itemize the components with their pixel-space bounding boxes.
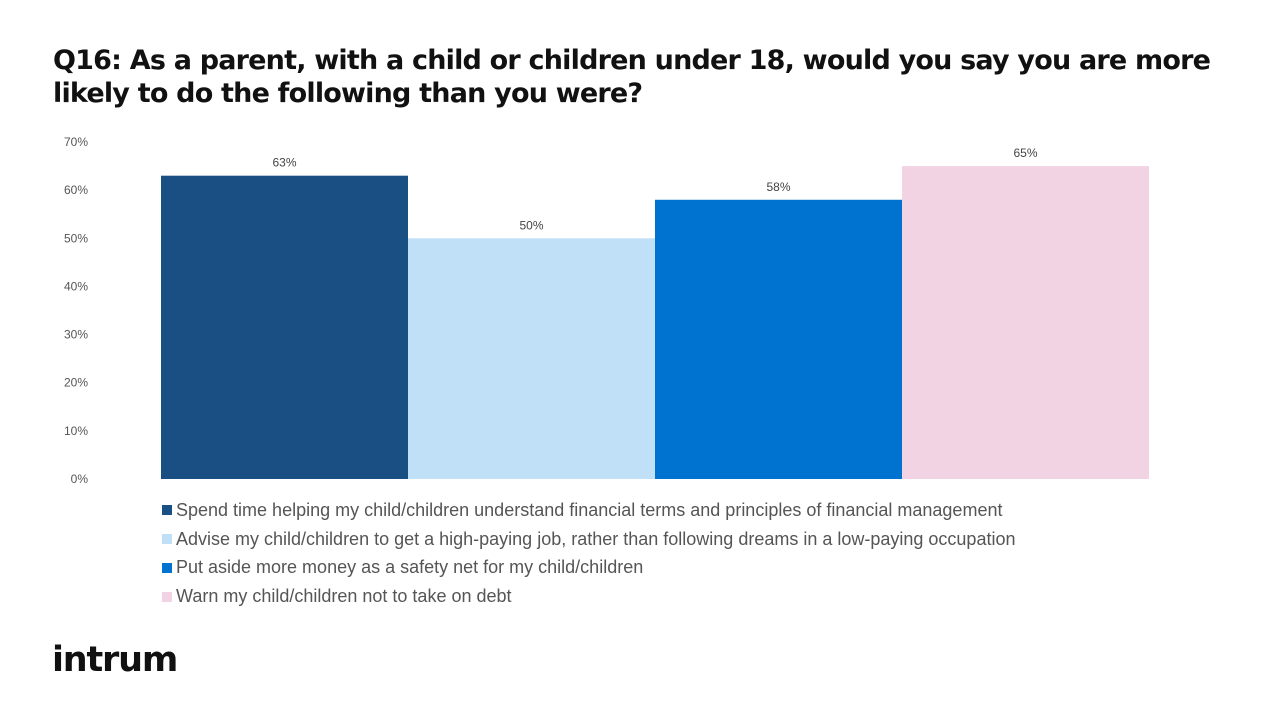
legend-swatch [162, 505, 172, 516]
y-tick-label: 60% [64, 183, 88, 197]
data-labels-group: 63% 50% 58% 65% [272, 146, 1037, 232]
y-tick-label: 70% [64, 135, 88, 149]
intrum-logo: intrum [52, 640, 178, 680]
legend-swatch [162, 534, 172, 545]
data-label: 65% [1013, 146, 1037, 160]
y-tick-label: 10% [64, 424, 88, 438]
bar [902, 166, 1149, 480]
bar [408, 238, 655, 479]
bar [161, 175, 408, 479]
y-tick-label: 20% [64, 376, 88, 390]
bars-group [161, 166, 1149, 480]
chart-title: Q16: As a parent, with a child or childr… [53, 45, 1211, 109]
legend-item: Advise my child/children to get a high-p… [162, 525, 1015, 554]
legend-label: Warn my child/children not to take on de… [176, 586, 512, 607]
y-axis: 0% 10% 20% 30% 40% 50% 60% 70% [64, 135, 88, 486]
legend-item: Warn my child/children not to take on de… [162, 582, 1015, 611]
bar [655, 199, 902, 479]
legend-item: Spend time helping my child/children und… [162, 496, 1015, 525]
y-tick-label: 40% [64, 279, 88, 293]
y-tick-label: 0% [71, 472, 89, 486]
legend-swatch [162, 562, 172, 573]
bar-chart: 0% 10% 20% 30% 40% 50% 60% 70% 63% 50% 58% 65% [64, 135, 1149, 486]
legend-label: Advise my child/children to get a high-p… [176, 528, 1016, 549]
legend-swatch [162, 591, 172, 602]
y-tick-label: 30% [64, 328, 88, 342]
chart-legend: Spend time helping my child/children und… [162, 496, 1015, 611]
y-tick-label: 50% [64, 231, 88, 245]
data-label: 50% [519, 218, 543, 232]
data-label: 63% [272, 156, 296, 170]
legend-item: Put aside more money as a safety net for… [162, 554, 1015, 583]
legend-label: Spend time helping my child/children und… [176, 499, 1003, 520]
data-label: 58% [766, 180, 790, 194]
legend-label: Put aside more money as a safety net for… [176, 557, 644, 578]
